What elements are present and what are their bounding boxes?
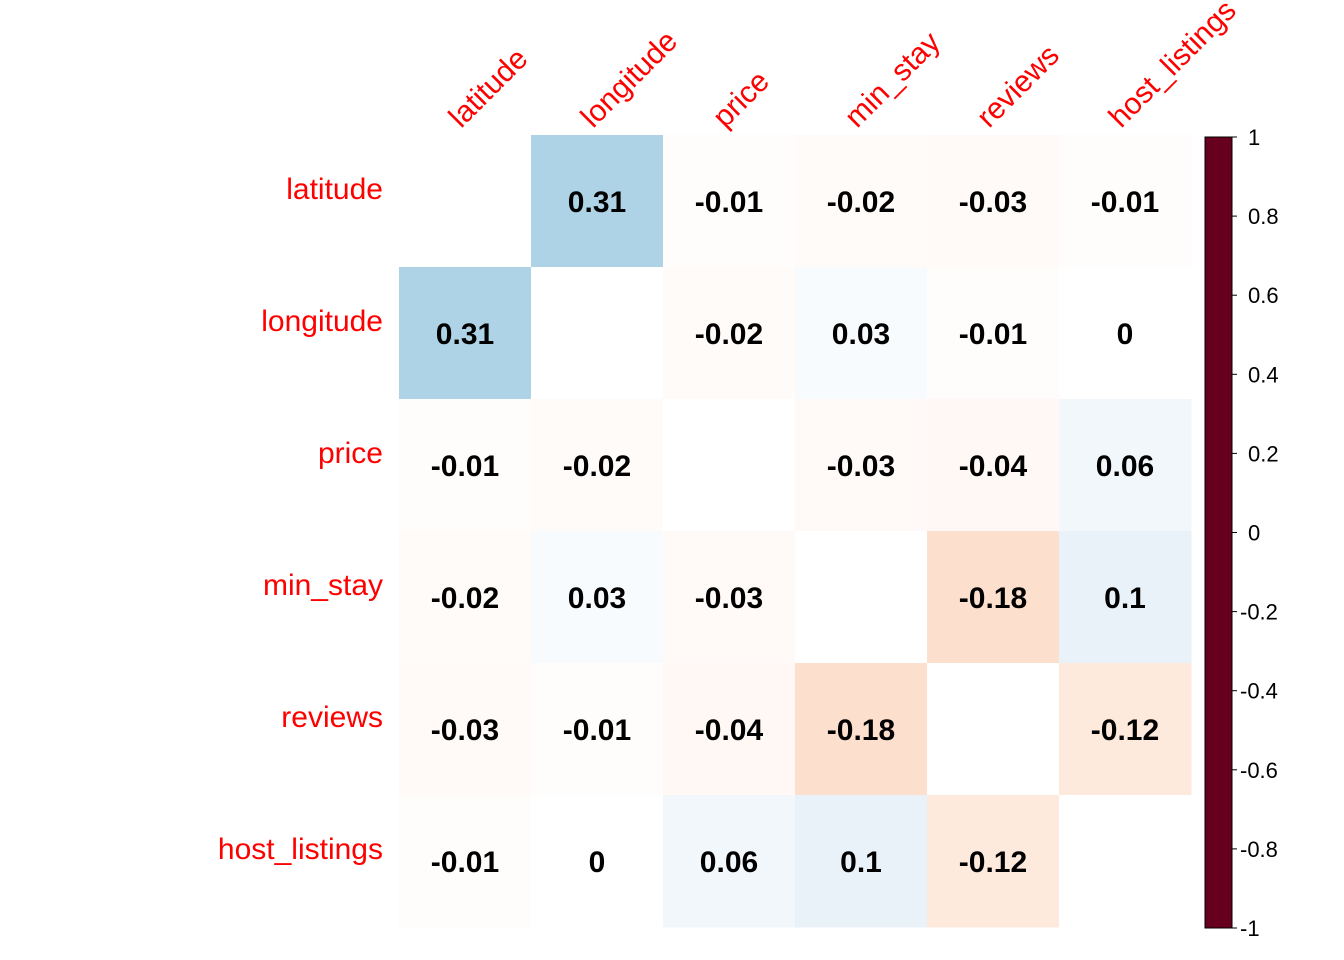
heatmap-cell [531, 267, 664, 400]
row-label: price [318, 437, 383, 470]
heatmap-cell [531, 795, 664, 928]
column-label: price [707, 65, 776, 134]
heatmap-cell [927, 663, 1060, 796]
heatmap-cells [399, 135, 1192, 928]
heatmap-cell [399, 531, 532, 664]
cell-value-label: -0.01 [695, 186, 763, 219]
color-legend-tick-label: 0 [1248, 521, 1260, 546]
cell-value-label: -0.01 [959, 318, 1027, 351]
column-labels: latitude longitude price min_stay reviews hos… [443, 0, 1243, 134]
cell-value-label: -0.02 [827, 186, 895, 219]
cell-value-label: -0.02 [695, 318, 763, 351]
heatmap-cell [927, 399, 1060, 532]
heatmap-cell-labels: 0.31 -0.01 -0.02 -0.03 -0.01 0.31 -0.02 0.03 -0.… [431, 186, 1159, 879]
color-legend-tick-label: 0.2 [1248, 441, 1279, 466]
cell-value-label: -0.03 [431, 714, 499, 747]
heatmap-cell [399, 267, 532, 400]
color-legend-tick-label: -0.8 [1240, 837, 1278, 862]
cell-value-label: -0.12 [959, 846, 1027, 879]
heatmap-cell [663, 663, 796, 796]
heatmap-cell [531, 399, 664, 532]
heatmap-cell [1059, 267, 1192, 400]
color-legend-tick-label: -1 [1240, 916, 1260, 941]
heatmap-cell [531, 135, 664, 268]
cell-value-label: 0.06 [700, 846, 758, 879]
cell-value-label: -0.18 [959, 582, 1027, 615]
row-label: min_stay [263, 569, 383, 602]
heatmap-cell [1059, 663, 1192, 796]
heatmap-cell [531, 531, 664, 664]
heatmap-cell [927, 135, 1060, 268]
row-label: latitude [286, 173, 383, 206]
heatmap-cell [663, 267, 796, 400]
heatmap-cell [663, 399, 796, 532]
heatmap-cell [663, 795, 796, 928]
color-legend-tick-label: -0.4 [1240, 679, 1278, 704]
cell-value-label: -0.18 [827, 714, 895, 747]
cell-value-label: -0.01 [431, 846, 499, 879]
column-label: reviews [971, 39, 1066, 134]
cell-value-label: -0.03 [959, 186, 1027, 219]
heatmap-cell [663, 135, 796, 268]
cell-value-label: -0.02 [563, 450, 631, 483]
heatmap-cell [795, 267, 928, 400]
color-legend-tick-label: -0.6 [1240, 758, 1278, 783]
heatmap-cell [795, 399, 928, 532]
cell-value-label: 0.03 [568, 582, 626, 615]
cell-value-label: -0.03 [695, 582, 763, 615]
heatmap-cell [795, 663, 928, 796]
heatmap-cell [399, 663, 532, 796]
color-legend-tick-label: 0.4 [1248, 362, 1279, 387]
column-label: longitude [575, 25, 684, 134]
cell-value-label: -0.01 [563, 714, 631, 747]
column-label: min_stay [839, 26, 947, 134]
heatmap-cell [399, 795, 532, 928]
cell-value-label: -0.04 [695, 714, 764, 747]
heatmap-cell [927, 531, 1060, 664]
cell-value-label: -0.02 [431, 582, 499, 615]
color-legend-tick-label: 0.6 [1248, 283, 1279, 308]
heatmap-cell [1059, 135, 1192, 268]
heatmap-cell [531, 663, 664, 796]
heatmap-cell [1059, 531, 1192, 664]
heatmap-cell [399, 135, 532, 268]
heatmap-cell [1059, 795, 1192, 928]
heatmap-cell [1059, 399, 1192, 532]
column-label: host_listings [1103, 0, 1243, 134]
cell-value-label: 0.31 [568, 186, 626, 219]
cell-value-label: -0.01 [431, 450, 499, 483]
cell-value-label: 0.1 [840, 846, 882, 879]
heatmap-cell [399, 399, 532, 532]
color-legend-bar [1204, 136, 1233, 929]
color-legend-tick-label: -0.2 [1240, 600, 1278, 625]
heatmap-cell [927, 795, 1060, 928]
heatmap-cell [795, 135, 928, 268]
row-label: longitude [261, 305, 383, 338]
heatmap-cell [663, 531, 796, 664]
cell-value-label: -0.01 [1091, 186, 1159, 219]
heatmap-cell [795, 795, 928, 928]
cell-value-label: 0 [1117, 318, 1134, 351]
column-label: latitude [443, 42, 535, 134]
row-label: host_listings [218, 833, 383, 866]
heatmap-cell [795, 531, 928, 664]
color-legend-tick-label: 1 [1248, 125, 1260, 150]
cell-value-label: 0.03 [832, 318, 890, 351]
cell-value-label: 0.06 [1096, 450, 1154, 483]
cell-value-label: 0.31 [436, 318, 494, 351]
cell-value-label: -0.04 [959, 450, 1028, 483]
cell-value-label: -0.12 [1091, 714, 1159, 747]
row-label: reviews [281, 701, 383, 734]
heatmap-cell [927, 267, 1060, 400]
cell-value-label: 0.1 [1104, 582, 1146, 615]
color-legend-tick-label: 0.8 [1248, 204, 1279, 229]
cell-value-label: 0 [589, 846, 606, 879]
cell-value-label: -0.03 [827, 450, 895, 483]
color-legend: 1 0.8 0.6 0.4 0.2 0 -0.2 -0.4 -0.6 -0.8 -1 [1204, 125, 1279, 941]
